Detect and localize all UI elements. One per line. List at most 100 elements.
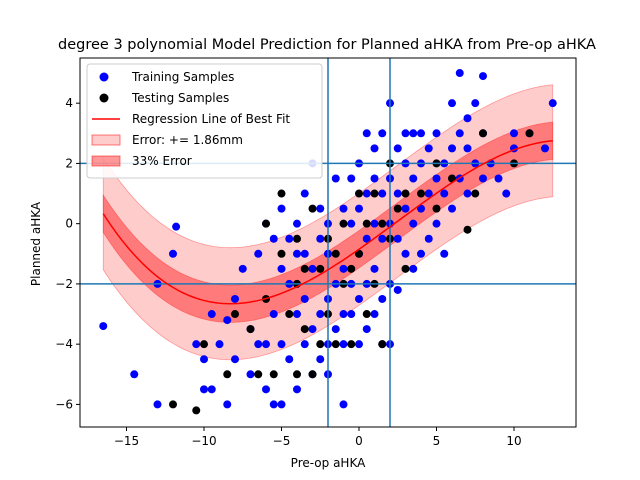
legend-label: Testing Samples	[131, 91, 229, 105]
x-tick-label: 10	[506, 434, 521, 448]
legend-swatch	[91, 155, 121, 167]
testing-point	[393, 204, 402, 213]
y-tick-label: 4	[65, 96, 73, 110]
training-point	[293, 249, 301, 258]
training-point	[262, 340, 270, 349]
training-point	[448, 204, 456, 213]
legend-label: Training Samples	[131, 70, 234, 84]
training-point	[231, 294, 239, 303]
training-point	[331, 325, 340, 334]
training-point	[269, 234, 278, 243]
training-point	[316, 204, 325, 213]
training-point	[300, 249, 309, 258]
x-axis-label: Pre-op aHKA	[291, 456, 366, 470]
training-point	[448, 99, 456, 108]
training-point	[393, 234, 402, 243]
training-point	[169, 249, 177, 258]
testing-point	[525, 129, 534, 138]
testing-point	[362, 219, 371, 228]
training-point	[424, 189, 433, 198]
legend-label: Error: += 1.86mm	[132, 133, 243, 147]
training-point	[502, 189, 511, 198]
training-point	[378, 189, 387, 198]
testing-point	[355, 249, 363, 258]
y-tick-label: 0	[65, 217, 73, 231]
training-point	[463, 114, 472, 123]
training-point	[370, 144, 379, 153]
training-point	[362, 234, 371, 243]
testing-point	[432, 204, 441, 213]
y-axis-label: Planned aHKA	[29, 201, 43, 286]
training-point	[207, 385, 216, 394]
training-point	[130, 370, 139, 379]
testing-point	[169, 400, 177, 409]
training-point	[316, 355, 325, 364]
testing-point	[316, 264, 325, 273]
testing-point	[285, 310, 294, 319]
training-point	[172, 222, 181, 231]
testing-point	[246, 325, 255, 334]
training-point	[192, 340, 201, 349]
training-point	[347, 219, 356, 228]
testing-point	[448, 174, 456, 183]
y-tick-label: −6	[55, 397, 73, 411]
testing-point	[316, 340, 325, 349]
testing-point	[254, 370, 263, 379]
training-point	[238, 264, 247, 273]
training-point	[269, 310, 278, 319]
testing-point	[471, 189, 480, 198]
training-point	[424, 234, 433, 243]
training-point	[409, 264, 418, 273]
training-point	[409, 129, 418, 138]
testing-point	[223, 370, 232, 379]
training-point	[417, 249, 425, 258]
training-point	[293, 310, 301, 319]
training-point	[316, 310, 325, 319]
testing-point	[347, 264, 356, 273]
training-point	[215, 340, 224, 349]
training-point	[277, 400, 286, 409]
training-point	[277, 340, 286, 349]
training-point	[293, 219, 301, 228]
legend-label: Regression Line of Best Fit	[132, 112, 290, 126]
training-point	[409, 219, 418, 228]
training-point	[432, 129, 441, 138]
training-point	[200, 385, 208, 394]
training-point	[277, 264, 286, 273]
training-point	[541, 144, 549, 153]
testing-point	[192, 406, 201, 415]
testing-point	[417, 189, 425, 198]
legend-label: 33% Error	[132, 154, 192, 168]
training-point	[347, 174, 356, 183]
training-point	[300, 189, 309, 198]
training-point	[254, 340, 263, 349]
training-point	[300, 294, 309, 303]
training-point	[479, 174, 487, 183]
legend-swatch	[91, 134, 121, 146]
testing-point	[277, 249, 286, 258]
training-point	[455, 129, 464, 138]
training-point	[285, 234, 294, 243]
training-point	[548, 99, 557, 108]
training-point	[277, 204, 286, 213]
training-point	[378, 294, 387, 303]
training-point	[432, 174, 441, 183]
training-point	[409, 174, 418, 183]
training-point	[223, 400, 232, 409]
training-point	[370, 174, 379, 183]
testing-point	[362, 310, 371, 319]
training-point	[153, 400, 162, 409]
testing-point	[347, 340, 356, 349]
training-point	[370, 310, 379, 319]
training-point	[293, 385, 301, 394]
training-point	[378, 129, 387, 138]
training-point	[463, 189, 472, 198]
training-point	[440, 249, 449, 258]
testing-point	[355, 189, 363, 198]
y-tick-label: −2	[55, 277, 73, 291]
x-tick-label: 0	[355, 434, 363, 448]
training-point	[370, 219, 379, 228]
x-tick-label: −15	[114, 434, 139, 448]
training-point	[362, 325, 371, 334]
